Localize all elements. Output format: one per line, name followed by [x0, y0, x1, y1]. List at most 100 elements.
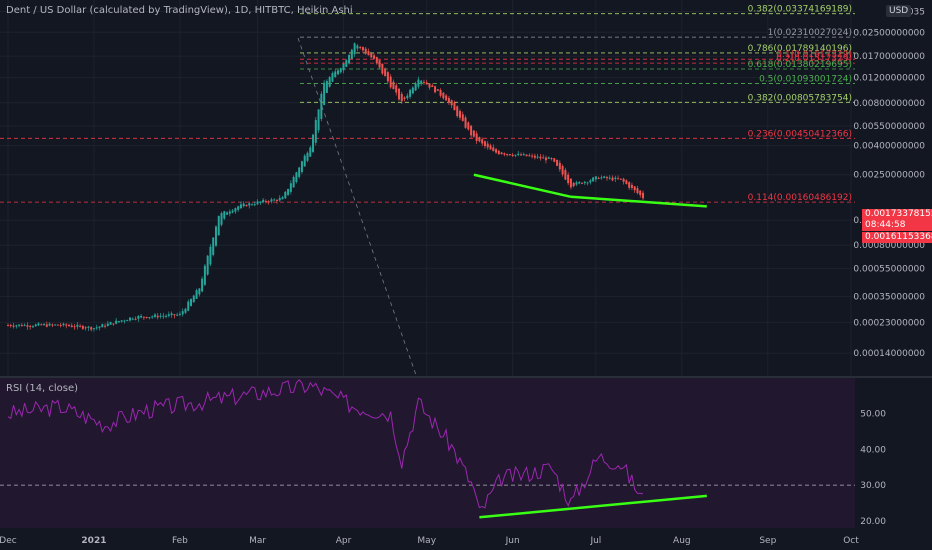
candle: [605, 175, 608, 181]
candle: [531, 153, 534, 159]
time-tick-label: Oct: [843, 536, 859, 546]
candle: [187, 299, 190, 312]
candle: [375, 56, 378, 65]
candle: [106, 320, 109, 327]
candle: [411, 86, 414, 95]
time-tick-label: Apr: [336, 536, 352, 546]
countdown-label: 08:44:58: [865, 220, 906, 230]
candle: [306, 151, 309, 163]
candle: [37, 321, 40, 327]
price-tick-label: 0.00800000000: [853, 99, 925, 109]
candle: [503, 152, 506, 157]
candle: [292, 175, 295, 188]
candle: [336, 69, 339, 76]
candle: [87, 325, 90, 331]
candle: [356, 44, 359, 52]
candle: [212, 237, 215, 257]
candle: [65, 323, 68, 329]
trendline[interactable]: [570, 195, 707, 208]
time-tick-label: Jun: [505, 536, 520, 546]
candle: [442, 92, 445, 100]
price-tick-label: 0.01700000000: [853, 52, 925, 62]
candle: [389, 74, 392, 89]
candle: [544, 155, 547, 164]
candle: [195, 288, 198, 300]
candle: [475, 130, 478, 145]
candle: [603, 175, 606, 179]
candle: [109, 321, 112, 325]
rsi-tick-label: 20.00: [860, 517, 886, 527]
candle: [45, 321, 48, 328]
candle: [361, 46, 364, 53]
candle: [275, 198, 278, 204]
candle: [464, 115, 467, 129]
time-tick-label: Sep: [759, 536, 776, 546]
time-axis[interactable]: Dec 2021 Feb Mar Apr May Jun Jul Aug Sep Oct: [0, 536, 859, 546]
candle: [323, 80, 326, 106]
candle: [409, 88, 412, 99]
candle: [428, 83, 431, 90]
candle: [586, 181, 589, 186]
trendline[interactable]: [473, 173, 572, 199]
candle: [129, 317, 132, 322]
candle: [575, 180, 578, 187]
candle: [153, 312, 156, 319]
candle: [137, 314, 140, 322]
rsi-tick-label: 40.00: [860, 445, 886, 455]
rsi-axis[interactable]: 50.00 40.00 30.00 20.00: [860, 410, 886, 527]
candle: [517, 150, 520, 157]
candle: [178, 311, 181, 317]
candle: [51, 323, 54, 328]
candle: [617, 175, 620, 180]
candle: [619, 178, 622, 181]
candle: [633, 185, 636, 193]
candle: [508, 153, 511, 156]
candle: [556, 159, 559, 167]
candle: [481, 137, 484, 147]
rsi-line: [7, 379, 707, 519]
candle: [76, 322, 79, 330]
candle: [520, 152, 523, 156]
candle: [59, 322, 62, 328]
candle: [342, 62, 345, 74]
candle: [628, 181, 631, 190]
candle: [298, 166, 301, 179]
candle: [56, 324, 59, 326]
candle: [561, 164, 564, 177]
candle: [489, 143, 492, 150]
fib-level-label: 0.382(0.03374169189): [748, 5, 852, 15]
candle: [514, 154, 517, 158]
price-tick-label: 0.01200000000: [853, 74, 925, 84]
candle: [234, 207, 237, 214]
currency-button[interactable]: USD: [886, 5, 912, 17]
candle: [43, 323, 46, 326]
candle: [325, 79, 328, 94]
candle: [397, 87, 400, 101]
price-tick-label: 0.035: [899, 7, 925, 17]
price-tick-label: 0.00400000000: [853, 142, 925, 152]
candle: [192, 294, 195, 303]
candle: [550, 157, 553, 161]
candle: [536, 153, 539, 159]
rsi-trendline[interactable]: [479, 494, 707, 519]
candle: [295, 171, 298, 184]
candle: [414, 81, 417, 92]
rsi-tick-label: 30.00: [860, 481, 886, 491]
candle: [68, 323, 71, 327]
candle: [459, 109, 462, 121]
candle: [625, 179, 628, 185]
candle: [317, 109, 320, 133]
candle: [201, 276, 204, 293]
price-tick-label: 0.00023000000: [853, 318, 925, 328]
candle: [320, 91, 323, 122]
candle: [636, 185, 639, 195]
candle: [251, 203, 254, 206]
price-axis[interactable]: 0.035 0.02500000000 0.01700000000 0.0120000…: [853, 7, 925, 359]
candle: [162, 312, 165, 319]
candle: [242, 201, 245, 208]
candle: [553, 157, 556, 163]
candle: [167, 311, 170, 318]
candle: [259, 201, 262, 205]
candle: [431, 83, 434, 88]
